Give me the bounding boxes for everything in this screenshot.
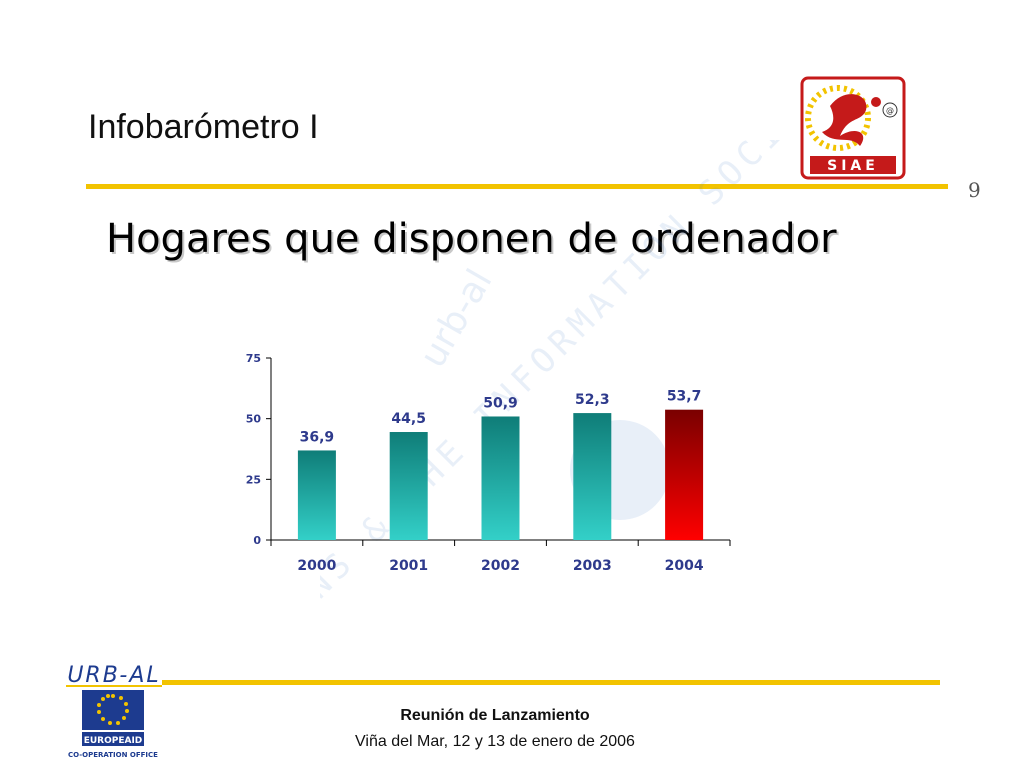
bar-2000: [297, 450, 336, 540]
chart-labels: 0 25 50 75 36,9 2000 44,5 2001 50,9 2002 52,3 2003 5…: [246, 352, 704, 574]
siae-logo-text: SIAE: [827, 158, 879, 174]
data-label-2002: 50,9: [483, 395, 518, 411]
page-number: 9: [968, 178, 981, 202]
section-title: Infobarómetro I: [88, 108, 319, 146]
bar-2004: [665, 409, 704, 540]
bar-2001: [389, 432, 428, 540]
bottom-divider: [162, 680, 940, 685]
siae-logo: @ SIAE: [800, 76, 906, 180]
cooperation-office-text: CO-OPERATION OFFICE: [68, 751, 158, 759]
x-tick-label-2004: 2004: [665, 558, 704, 574]
chart-bars: [297, 409, 704, 540]
urbal-logo-text: URB-AL: [67, 663, 160, 688]
top-divider: [86, 184, 948, 189]
footer-date: Viña del Mar, 12 y 13 de enero de 2006: [355, 733, 635, 750]
europeaid-text: EUROPEAID: [84, 736, 143, 746]
y-tick-label: 0: [253, 534, 261, 547]
footer-title: Reunión de Lanzamiento: [400, 707, 590, 724]
data-label-2004: 53,7: [667, 389, 702, 405]
data-label-2003: 52,3: [575, 392, 610, 408]
x-tick-label-2003: 2003: [573, 558, 612, 574]
x-tick-label-2001: 2001: [389, 558, 428, 574]
y-tick-label: 25: [246, 473, 261, 486]
bar-2003: [573, 413, 612, 540]
y-tick-label: 50: [246, 413, 262, 426]
urbal-europeaid-logo: URB-AL EUROPEAID CO-OPERATION OFFICE: [66, 663, 162, 759]
data-label-2000: 36,9: [300, 429, 335, 445]
y-tick-label: 75: [246, 352, 261, 365]
slide-title: Hogares que disponen de ordenador: [106, 216, 837, 262]
bar-2002: [481, 416, 520, 540]
data-label-2001: 44,5: [391, 411, 426, 427]
x-tick-label-2002: 2002: [481, 558, 520, 574]
siae-at-symbol: @: [886, 106, 894, 115]
x-tick-label-2000: 2000: [297, 558, 336, 574]
